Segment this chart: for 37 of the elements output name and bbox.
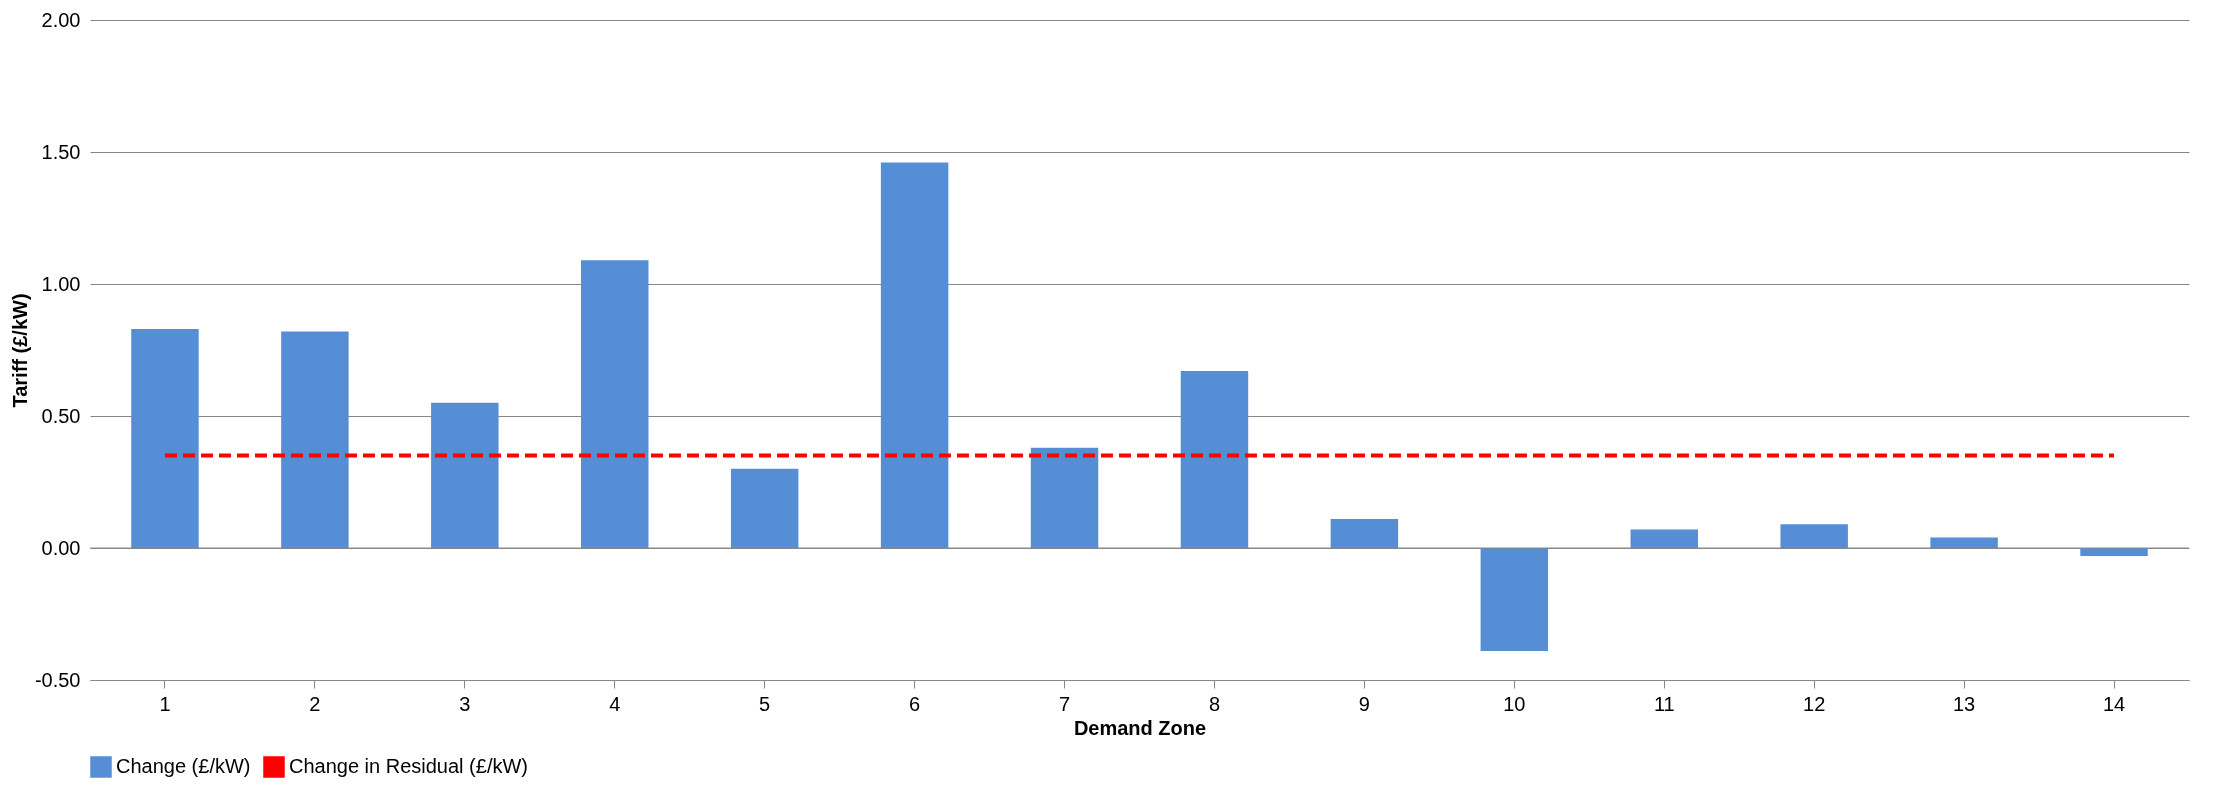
- x-axis-title: Demand Zone: [1073, 716, 1207, 739]
- y-tick-label: 0.50: [41, 404, 81, 427]
- bar: [1930, 537, 1998, 548]
- bar: [1030, 447, 1099, 548]
- x-tick-label: 1: [159, 692, 171, 715]
- legend-label: Change in Residual (£/kW): [289, 755, 528, 777]
- bar: [431, 402, 499, 548]
- x-tick-label: 8: [1208, 692, 1221, 715]
- x-tick-label: 2: [309, 692, 321, 715]
- bar: [131, 328, 199, 548]
- x-tick-label: 4: [609, 692, 621, 715]
- bar: [1630, 529, 1698, 548]
- x-tick-label: 12: [1803, 692, 1826, 715]
- bar: [730, 468, 799, 548]
- y-tick-label: 1.00: [41, 272, 81, 295]
- bar: [880, 162, 949, 548]
- x-tick-label: 5: [759, 692, 771, 715]
- bar: [581, 260, 649, 548]
- x-tick-label: 7: [1058, 692, 1071, 715]
- y-tick-label: 1.50: [41, 140, 81, 163]
- y-tick-label: -0.50: [34, 668, 81, 691]
- bar: [1180, 371, 1249, 548]
- x-tick-label: 9: [1358, 692, 1370, 715]
- bar: [1480, 548, 1549, 651]
- x-tick-label: 13: [1952, 692, 1976, 715]
- x-tick-label: 14: [2102, 692, 2126, 715]
- bar: [1780, 524, 1848, 548]
- bar: [1330, 518, 1399, 548]
- legend-label: Change (£/kW): [116, 755, 251, 777]
- x-tick-label: 10: [1503, 692, 1526, 715]
- x-tick-label: 11: [1653, 692, 1675, 715]
- x-tick-label: 6: [909, 692, 921, 715]
- x-tick-label: 3: [459, 692, 471, 715]
- y-axis-title: Tariff (£/kW): [8, 293, 31, 408]
- y-tick-label: 0.00: [41, 536, 81, 559]
- y-tick-label: 2.00: [41, 8, 81, 31]
- bar: [281, 331, 349, 548]
